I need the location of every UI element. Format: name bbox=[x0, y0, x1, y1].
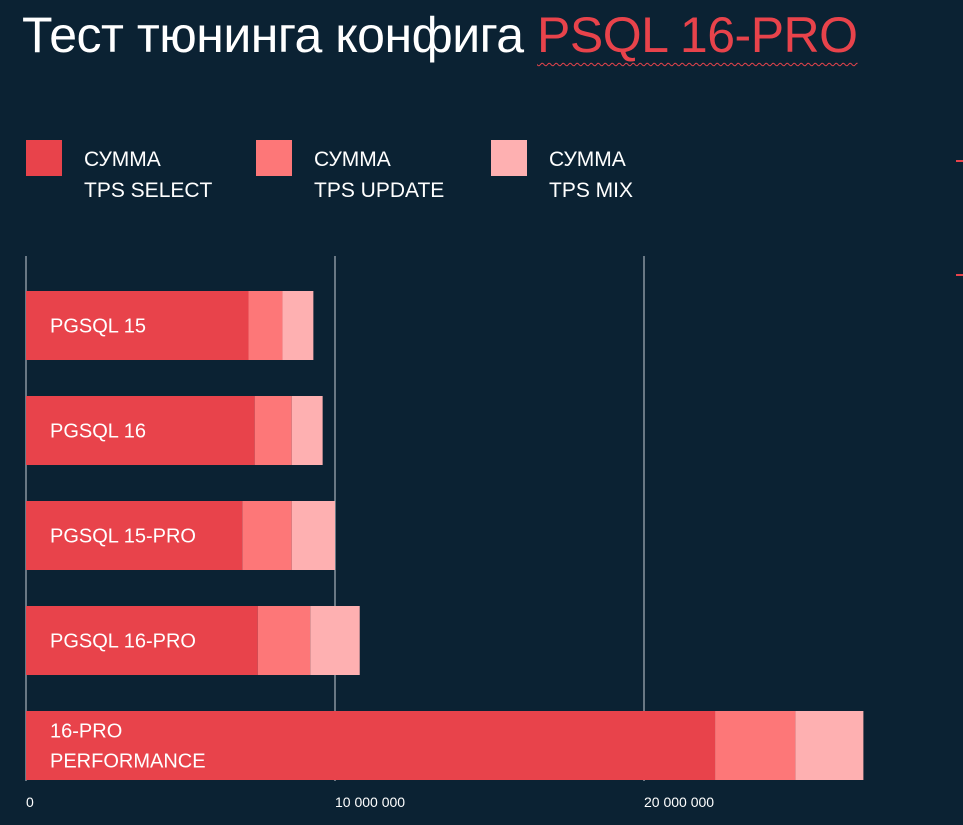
bar-segment bbox=[795, 711, 864, 780]
bar-segment bbox=[242, 501, 292, 570]
bar-segment bbox=[248, 291, 283, 360]
legend-label-update: СУММА TPS UPDATE bbox=[314, 148, 445, 202]
bar-segment bbox=[282, 291, 314, 360]
bar-category-label: 16-PRO PERFORMANCE bbox=[50, 721, 206, 773]
bar-segment bbox=[26, 501, 243, 570]
bar-segment bbox=[26, 606, 258, 675]
legend-label-select: СУММА TPS SELECT bbox=[84, 148, 213, 202]
legend-swatch-update bbox=[256, 140, 292, 176]
bar-segment bbox=[26, 711, 716, 780]
bar-segment bbox=[310, 606, 360, 675]
bar-category-label: PGSQL 15 bbox=[50, 316, 146, 338]
x-tick-label: 0 bbox=[26, 794, 34, 810]
bar-segment bbox=[715, 711, 796, 780]
bar-category-label: PGSQL 16 bbox=[50, 421, 146, 443]
bar-segment bbox=[26, 396, 255, 465]
legend-swatch-mix bbox=[491, 140, 527, 176]
legend-swatch-select bbox=[26, 140, 62, 176]
side-accent-mark-top bbox=[956, 160, 963, 162]
bar-segment bbox=[291, 501, 335, 570]
bar-category-label: PGSQL 15-PRO bbox=[50, 526, 196, 548]
legend-label-mix: СУММА TPS MIX bbox=[549, 148, 634, 202]
x-tick-label: 20 000 000 bbox=[644, 794, 714, 810]
x-tick-label: 10 000 000 bbox=[335, 794, 405, 810]
title-main-text: Тест тюнинга конфига bbox=[22, 7, 537, 63]
title-accent-text: PSQL 16-PRO bbox=[537, 7, 858, 63]
bar-segment bbox=[26, 291, 249, 360]
bar-segment bbox=[254, 396, 292, 465]
bar-segment bbox=[291, 396, 323, 465]
bar-category-label: PGSQL 16-PRO bbox=[50, 631, 196, 653]
bar-segment bbox=[257, 606, 311, 675]
chart-title: Тест тюнинга конфига PSQL 16-PRO bbox=[22, 4, 858, 66]
side-accent-mark-bottom bbox=[956, 274, 963, 276]
